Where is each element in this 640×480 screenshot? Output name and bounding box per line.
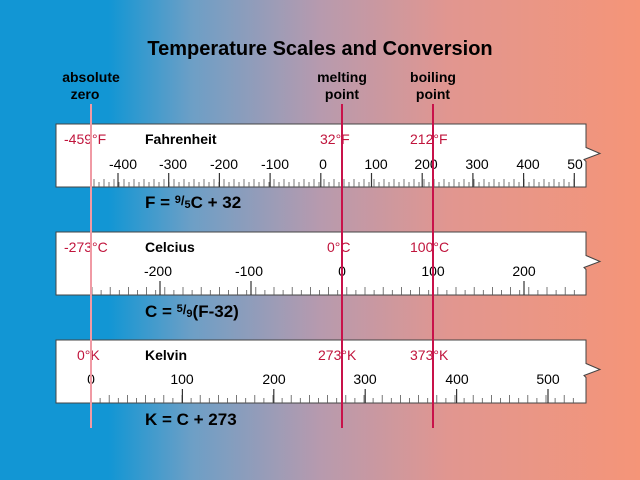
formula-denominator: 5	[185, 199, 191, 211]
fahrenheit-tick-label: -200	[210, 156, 238, 172]
ruler-kelvin-body	[55, 339, 602, 404]
celcius-abs-zero-value: -273°C	[64, 239, 108, 255]
formula-numerator: 9	[175, 194, 181, 206]
fahrenheit-boiling-value: 212°F	[410, 131, 448, 147]
marker-header-melting-point: melting point	[317, 69, 367, 102]
celcius-tick-label: 200	[512, 263, 536, 279]
kelvin-boiling-value: 373°K	[410, 347, 449, 363]
kelvin-tick-label: 300	[353, 371, 377, 387]
kelvin-tick-label: 100	[170, 371, 194, 387]
celcius-tick-label: -200	[144, 263, 172, 279]
fahrenheit-tick-label: -100	[261, 156, 289, 172]
fahrenheit-formula: F = 9/5C + 32	[145, 193, 241, 212]
formula-lhs: F =	[145, 193, 175, 212]
formula-lhs: C =	[145, 302, 177, 321]
celcius-tick-label: -100	[235, 263, 263, 279]
formula-text: K = C + 273	[145, 410, 237, 429]
kelvin-tick-label: 500	[536, 371, 560, 387]
ruler-celcius-body	[55, 231, 602, 296]
diagram-title: Temperature Scales and Conversion	[147, 38, 492, 60]
formula-slash: /	[181, 193, 185, 208]
fahrenheit-tick-label: 50	[567, 156, 583, 172]
kelvin-melting-value: 273°K	[318, 347, 357, 363]
fahrenheit-tick-label: 300	[465, 156, 489, 172]
celcius-minor-ticks	[91, 287, 575, 295]
fahrenheit-scale-name: Fahrenheit	[145, 131, 217, 147]
celcius-melting-value: 0°C	[327, 239, 351, 255]
celcius-boiling-value: 100°C	[410, 239, 449, 255]
marker-header-absolute-zero: absolute zero	[62, 69, 120, 102]
celcius-formula: C = 5/9(F-32)	[145, 302, 239, 321]
formula-rhs: (F-32)	[193, 302, 239, 321]
fahrenheit-tick-label: 200	[414, 156, 438, 172]
kelvin-abs-zero-value: 0°K	[77, 347, 100, 363]
formula-denominator: 9	[186, 308, 192, 320]
fahrenheit-major-ticks	[117, 173, 575, 187]
boiling-point-label-line2: point	[416, 86, 451, 102]
fahrenheit-tick-label: 100	[364, 156, 388, 172]
celcius-scale-name: Celcius	[145, 239, 195, 255]
ruler-fahrenheit: -459°F Fahrenheit 32°F 212°F -400 -300 -…	[55, 123, 602, 188]
absolute-zero-label-line1: absolute	[62, 69, 120, 85]
formula-numerator: 5	[177, 303, 183, 315]
ruler-fahrenheit-body	[55, 123, 602, 188]
boiling-point-label-line1: boiling	[410, 69, 456, 85]
absolute-zero-label-line2: zero	[71, 86, 100, 102]
fahrenheit-tick-label: 0	[319, 156, 327, 172]
fahrenheit-tick-label: 400	[516, 156, 540, 172]
fahrenheit-abs-zero-value: -459°F	[64, 131, 106, 147]
ruler-celcius: -273°C Celcius 0°C 100°C -200 -100 0 100…	[55, 231, 602, 296]
kelvin-formula: K = C + 273	[145, 410, 237, 429]
kelvin-scale-name: Kelvin	[145, 347, 187, 363]
fahrenheit-tick-label: -400	[109, 156, 137, 172]
marker-header-boiling-point: boiling point	[410, 69, 456, 102]
formula-rhs: C + 32	[191, 193, 242, 212]
melting-point-label-line1: melting	[317, 69, 367, 85]
kelvin-tick-label: 200	[262, 371, 286, 387]
formula-slash: /	[183, 302, 187, 317]
melting-point-label-line2: point	[325, 86, 360, 102]
ruler-kelvin: 0°K Kelvin 273°K 373°K 0 100 200 300 400…	[55, 339, 602, 404]
fahrenheit-melting-value: 32°F	[320, 131, 350, 147]
kelvin-tick-label: 400	[445, 371, 469, 387]
fahrenheit-tick-label: -300	[159, 156, 187, 172]
